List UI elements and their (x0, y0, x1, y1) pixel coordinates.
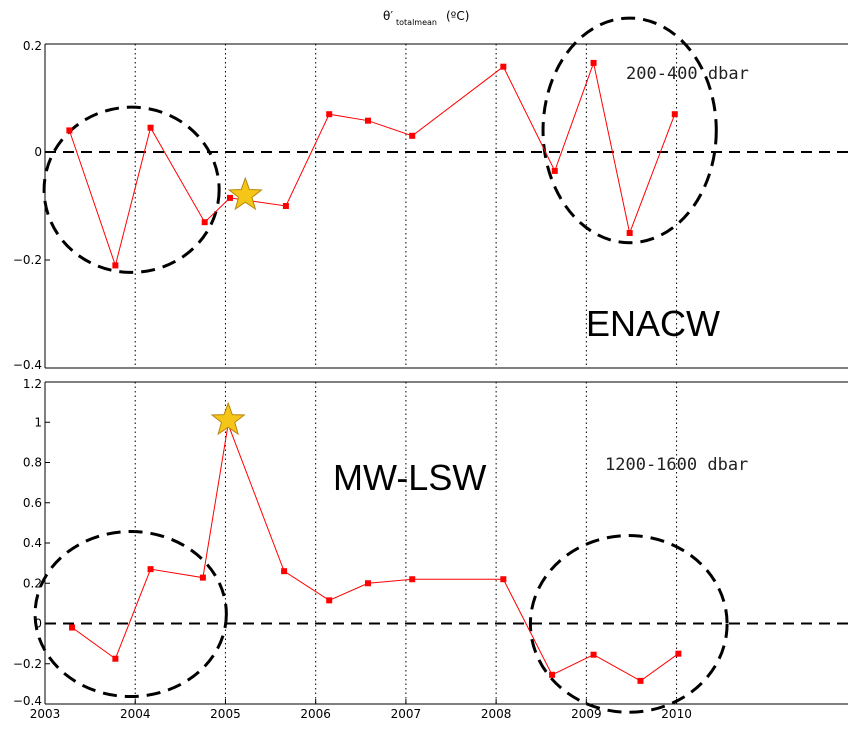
y-tick-label: 1.2 (23, 377, 42, 391)
x-tick-label: 2004 (120, 707, 151, 721)
data-point (147, 566, 154, 573)
x-tick-label: 2007 (391, 707, 422, 721)
y-tick-label: 0.2 (23, 39, 42, 53)
data-point (365, 117, 372, 124)
data-point (637, 677, 644, 684)
star-icon (227, 176, 263, 211)
data-point (199, 574, 206, 581)
data-point (365, 580, 372, 587)
y-tick-label: 0.8 (23, 456, 42, 470)
y-tick-label: 0.4 (23, 536, 42, 550)
depth-range-label: 200-400 dbar (626, 64, 749, 84)
highlight-circle (528, 534, 729, 714)
title-symbol: θ′ (383, 9, 393, 23)
y-tick-label: 0 (34, 617, 42, 631)
y-tick-label: 0.6 (23, 496, 42, 510)
data-point (112, 262, 119, 269)
data-point (282, 203, 289, 209)
data-point (409, 132, 416, 139)
y-tick-label: 1 (34, 415, 42, 429)
data-point (147, 124, 154, 131)
figure-title: θ′ totalmean (ºC) (383, 9, 469, 27)
x-tick-label: 2010 (661, 707, 692, 721)
title-unit: (ºC) (446, 9, 469, 23)
data-point (66, 127, 73, 134)
depth-range-label: 1200-1600 dbar (605, 455, 748, 475)
data-point (326, 597, 333, 604)
data-point (551, 167, 558, 174)
x-tick-label: 2005 (210, 707, 241, 721)
data-point (326, 111, 333, 118)
y-tick-label: −0.4 (13, 358, 42, 372)
data-point (500, 63, 507, 70)
x-tick-label: 2003 (30, 707, 61, 721)
data-point (409, 576, 416, 583)
data-point (69, 624, 76, 631)
data-point (500, 576, 507, 583)
top-panel: −0.4 −0.2 0 0.2 200-400 dbar ENACW (13, 16, 848, 372)
star-icon (210, 401, 246, 436)
data-point (281, 568, 288, 575)
series-line (71, 422, 679, 682)
highlight-circle (33, 530, 228, 699)
x-tick-label: 2006 (300, 707, 331, 721)
data-point (590, 651, 597, 658)
x-tick-label: 2009 (571, 707, 602, 721)
series-line (68, 61, 676, 268)
data-point (626, 230, 633, 236)
water-mass-label: ENACW (586, 303, 720, 344)
data-point (675, 650, 682, 657)
data-point (671, 111, 678, 118)
y-tick-label: 0.2 (23, 576, 42, 590)
title-subscript: totalmean (396, 18, 437, 27)
data-point (590, 59, 597, 66)
y-tick-label: −0.2 (13, 253, 42, 267)
data-point (201, 219, 208, 226)
data-point (112, 655, 119, 662)
highlight-circle (42, 105, 221, 274)
bottom-panel: −0.4 −0.2 0 0.2 0.4 0.6 0.8 1 1.2 2003 2004 2005 200… (13, 377, 848, 721)
data-point (549, 671, 556, 678)
y-tick-label: −0.2 (13, 657, 42, 671)
data-point (226, 194, 233, 201)
y-tick-label: −0.4 (13, 694, 42, 708)
x-tick-label: 2008 (481, 707, 512, 721)
y-tick-label: 0 (34, 145, 42, 159)
water-mass-label: MW-LSW (333, 457, 486, 498)
highlight-circle (541, 16, 718, 245)
